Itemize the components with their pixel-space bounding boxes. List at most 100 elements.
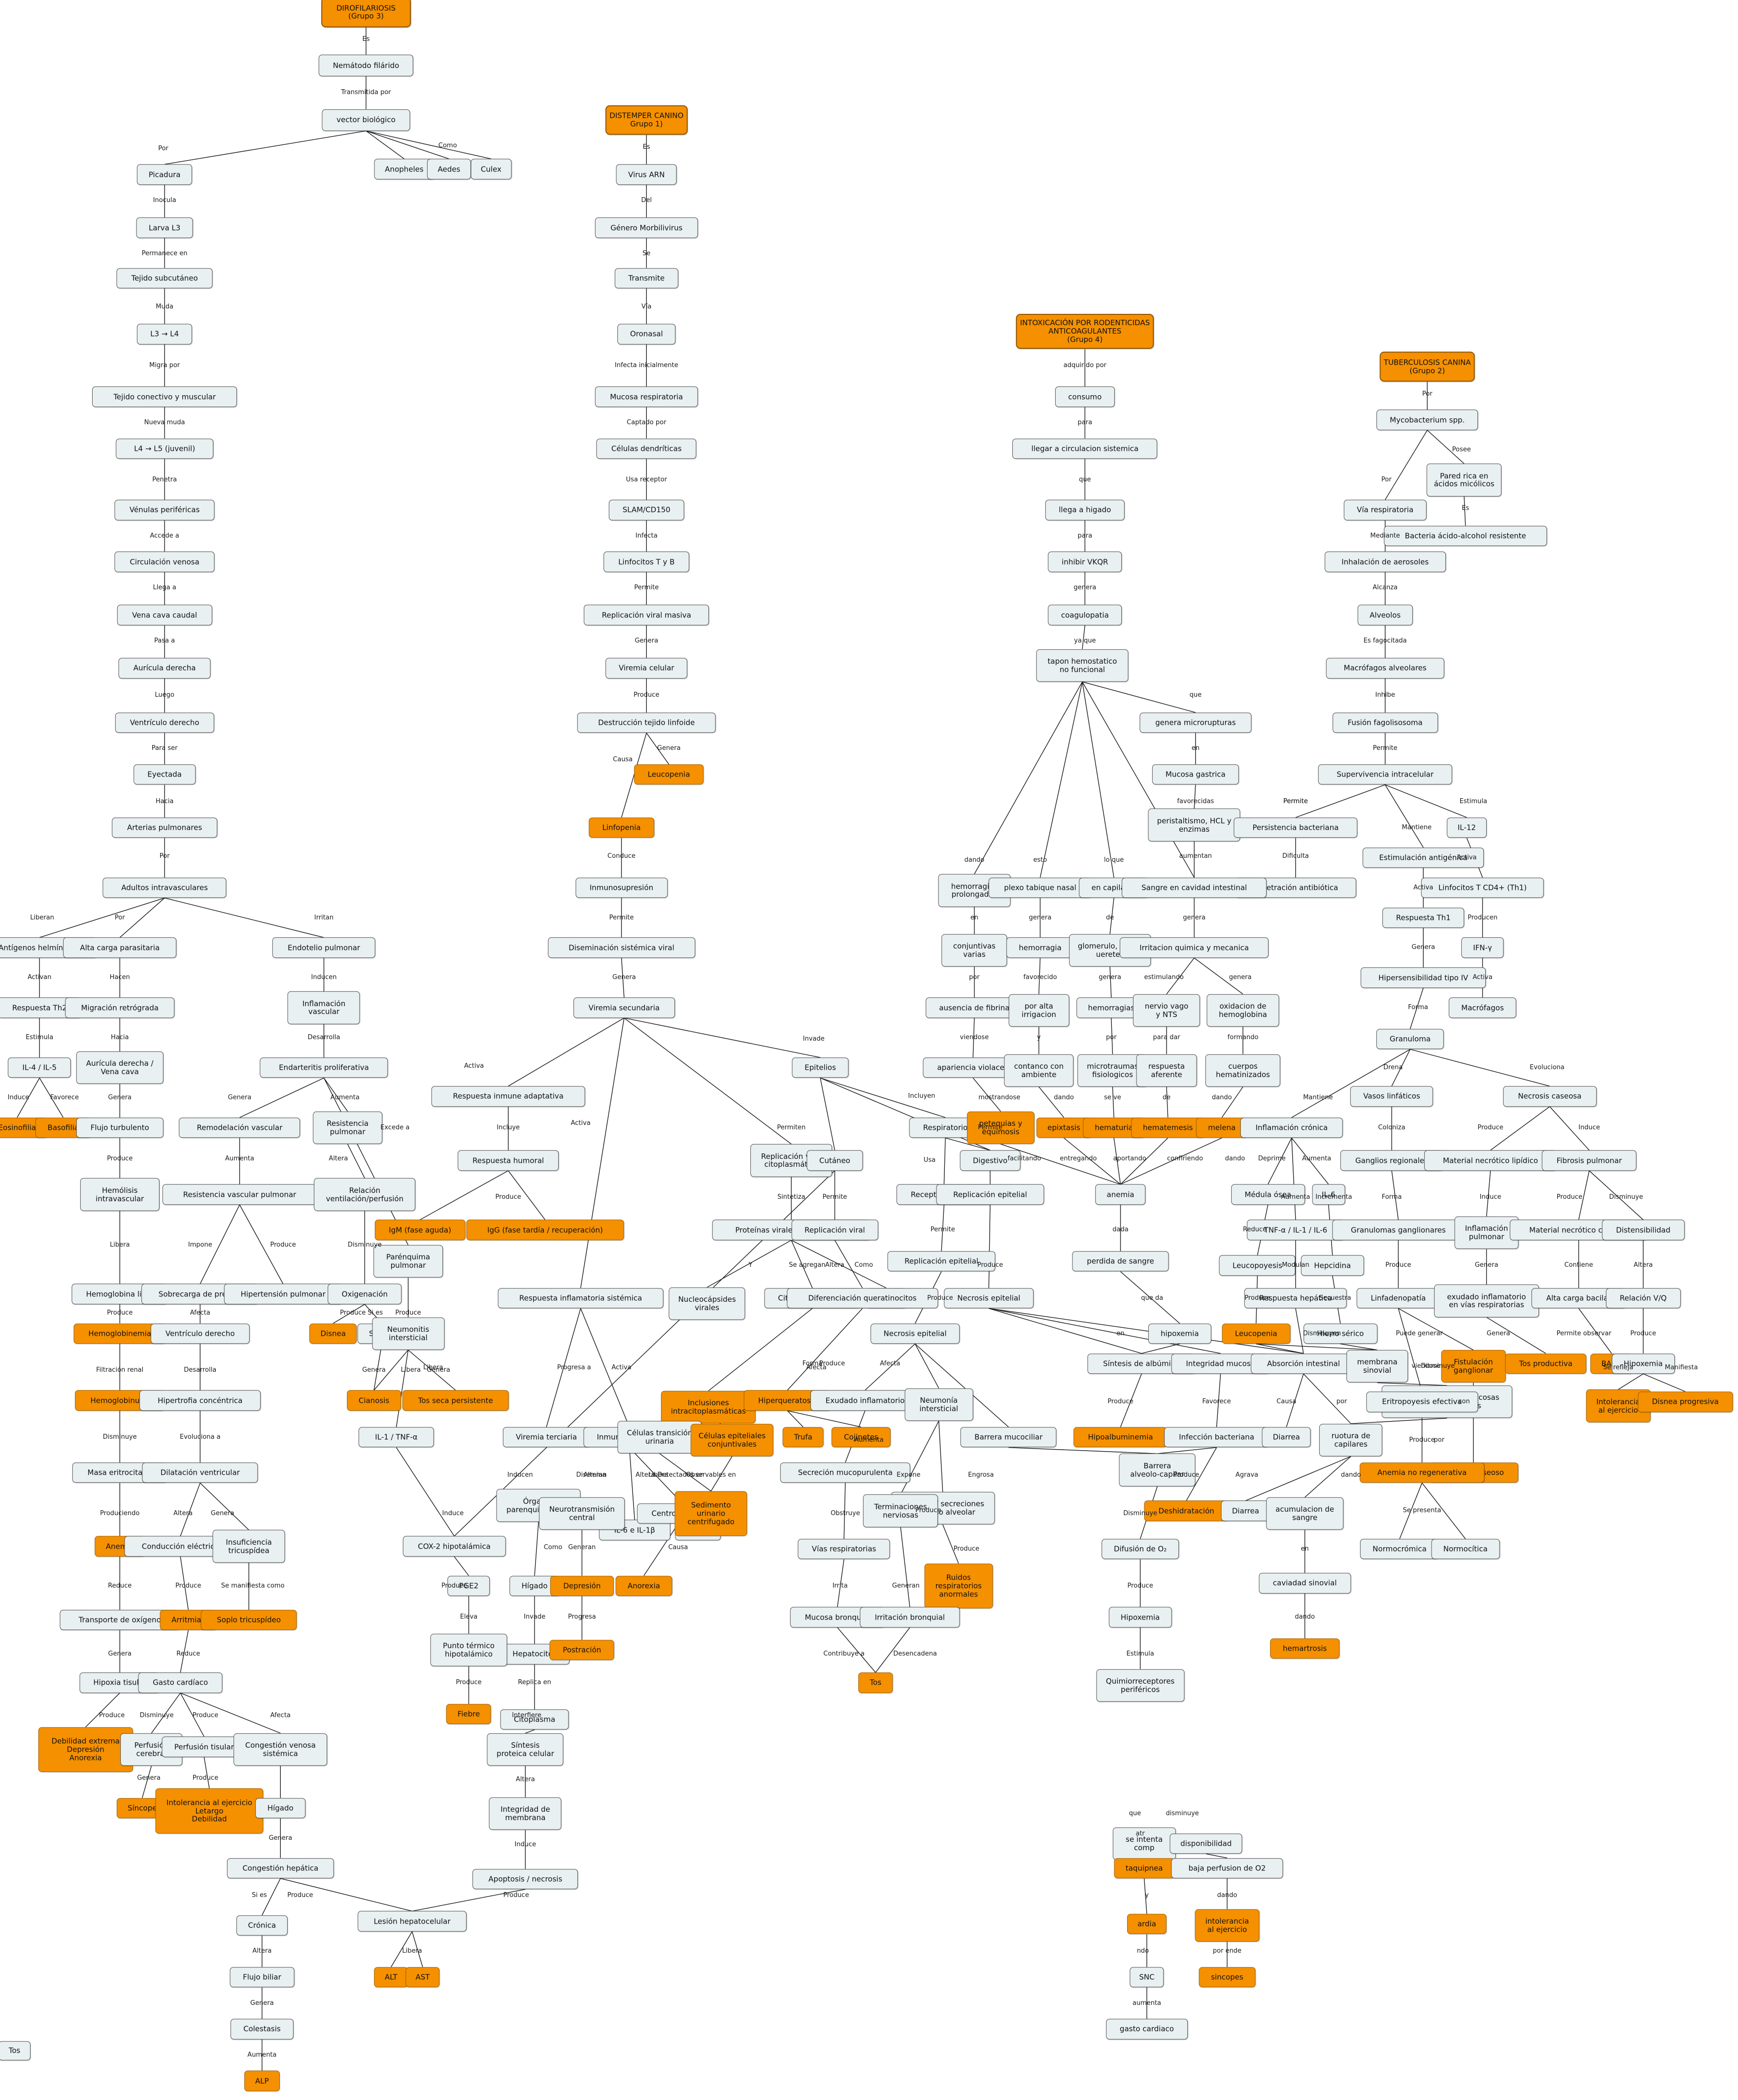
concept-node[interactable]: Diseminación sistémica viral: [547, 937, 696, 958]
concept-node[interactable]: Respuesta Th1: [1382, 907, 1465, 928]
concept-node[interactable]: Relación ventilación/perfusión: [314, 1178, 416, 1211]
concept-node[interactable]: Respuesta hepática: [1244, 1287, 1347, 1309]
concept-node[interactable]: Eritropoyesis efectiva: [1366, 1391, 1478, 1412]
highlight-node[interactable]: Anorexia: [615, 1575, 672, 1596]
concept-node[interactable]: Linfocitos T y B: [603, 551, 690, 572]
concept-node[interactable]: Células transición urinaria: [617, 1421, 702, 1454]
concept-node[interactable]: Secreción mucopurulenta: [780, 1462, 911, 1483]
concept-node[interactable]: Migración retrógrada: [65, 997, 175, 1018]
highlight-node[interactable]: sincopes: [1199, 1967, 1256, 1988]
concept-node[interactable]: Sangre en cavidad intestinal: [1122, 877, 1267, 898]
concept-node[interactable]: Respuesta inmune adaptativa: [431, 1086, 586, 1107]
concept-node[interactable]: Citoplasma: [500, 1709, 569, 1730]
highlight-node[interactable]: Depresión: [550, 1575, 614, 1596]
concept-node[interactable]: nervio vago y NTS: [1133, 994, 1201, 1027]
concept-node[interactable]: L4 → L5 (juvenil): [116, 438, 213, 459]
concept-node[interactable]: Irritación bronquial: [860, 1607, 960, 1628]
concept-node[interactable]: Inmunosupresión: [575, 877, 668, 898]
concept-node[interactable]: Género Morbilivirus: [595, 217, 698, 238]
concept-node[interactable]: Parénquima pulmonar: [373, 1245, 443, 1278]
highlight-node[interactable]: Fistulación ganglionar: [1441, 1350, 1506, 1383]
concept-node[interactable]: Replicación viral: [791, 1219, 878, 1241]
concept-node[interactable]: Tos: [0, 2041, 31, 2061]
concept-node[interactable]: Insuficiencia tricuspídea: [212, 1530, 285, 1563]
concept-node[interactable]: Mucosa gastrica: [1152, 764, 1239, 785]
concept-node[interactable]: Irritacion quimica y mecanica: [1120, 937, 1269, 958]
concept-node[interactable]: Diarrea: [1221, 1500, 1270, 1522]
concept-node[interactable]: Hipertrofia concéntrica: [139, 1390, 261, 1411]
concept-node[interactable]: Alveolos: [1357, 605, 1413, 625]
concept-node[interactable]: Linfadenopatía: [1357, 1287, 1440, 1309]
concept-node[interactable]: Síntesis proteica celular: [487, 1733, 564, 1766]
concept-node[interactable]: hemorragia: [1006, 937, 1074, 958]
concept-node[interactable]: Fusión fagolisosoma: [1332, 712, 1438, 733]
concept-node[interactable]: Inflamación pulmonar: [1454, 1216, 1519, 1250]
highlight-node[interactable]: intolerancia al ejercicio: [1195, 1909, 1260, 1942]
concept-node[interactable]: Neumonía intersticial: [904, 1388, 973, 1421]
concept-node[interactable]: Viremia celular: [605, 658, 688, 678]
highlight-node[interactable]: Tos seca persistente: [402, 1390, 509, 1411]
highlight-node[interactable]: Anemia no regenerativa: [1359, 1462, 1485, 1483]
concept-node[interactable]: Necrosis caseosa: [1503, 1086, 1597, 1107]
concept-node[interactable]: Células dendríticas: [596, 438, 697, 459]
highlight-node[interactable]: ALP: [244, 2070, 280, 2091]
root-node[interactable]: DIROFILARIOSIS (Grupo 3): [321, 0, 411, 28]
highlight-node[interactable]: Cojinetes: [831, 1427, 891, 1448]
concept-node[interactable]: vector biológico: [322, 109, 410, 131]
highlight-node[interactable]: Sedimento urinario centrifugado: [674, 1491, 747, 1536]
highlight-node[interactable]: IgM (fase aguda): [374, 1219, 466, 1241]
concept-node[interactable]: Macrófagos alveolares: [1326, 658, 1444, 678]
concept-node[interactable]: Aurícula derecha: [118, 658, 211, 678]
highlight-node[interactable]: Deshidratación: [1144, 1500, 1229, 1522]
concept-node[interactable]: Leucopoyesis: [1219, 1255, 1296, 1276]
concept-node[interactable]: glomerulo, vejiga ueretes: [1069, 934, 1151, 967]
concept-node[interactable]: Bacteria ácido-alcohol resistente: [1384, 525, 1547, 546]
concept-node[interactable]: IL-12: [1447, 817, 1487, 838]
highlight-node[interactable]: petequias y equimosis: [967, 1111, 1035, 1144]
concept-node[interactable]: Epitelios: [792, 1057, 849, 1078]
concept-node[interactable]: Eyectada: [134, 764, 196, 785]
concept-node[interactable]: Diferenciación queratinocitos: [786, 1287, 938, 1309]
concept-node[interactable]: Resistencia vascular pulmonar: [163, 1184, 317, 1205]
concept-node[interactable]: llega a higado: [1045, 500, 1125, 520]
concept-node[interactable]: Nemátodo filárido: [318, 54, 414, 76]
concept-node[interactable]: Transmite: [615, 268, 678, 289]
concept-node[interactable]: Apoptosis / necrosis: [472, 1868, 578, 1890]
concept-node[interactable]: Hipersensibilidad tipo IV: [1361, 967, 1486, 988]
concept-node[interactable]: Virus ARN: [616, 164, 677, 185]
concept-node[interactable]: conjuntivas varias: [941, 934, 1007, 967]
concept-node[interactable]: Inhalación de aerosoles: [1324, 551, 1446, 572]
concept-node[interactable]: Hipoxemia: [1611, 1353, 1675, 1374]
highlight-node[interactable]: AST: [405, 1967, 440, 1988]
concept-node[interactable]: genera microrupturas: [1139, 712, 1252, 733]
concept-node[interactable]: Vía respiratoria: [1343, 500, 1427, 520]
highlight-node[interactable]: taquipnea: [1114, 1858, 1175, 1879]
concept-node[interactable]: gasto cardiaco: [1106, 2019, 1188, 2039]
concept-node[interactable]: Distensibilidad: [1602, 1219, 1685, 1241]
concept-node[interactable]: Tejido conectivo y muscular: [92, 386, 237, 407]
concept-node[interactable]: inhibir VKQR: [1048, 551, 1122, 572]
concept-node[interactable]: Replicación viral masiva: [584, 605, 709, 625]
concept-node[interactable]: Difusión de O₂: [1101, 1539, 1179, 1559]
concept-node[interactable]: Perfusión tisular: [162, 1736, 246, 1757]
concept-node[interactable]: membrana sinovial: [1346, 1350, 1408, 1383]
concept-node[interactable]: L3 → L4: [136, 324, 193, 344]
concept-node[interactable]: Remodelación vascular: [179, 1117, 301, 1138]
concept-node[interactable]: cuerpos hematinizados: [1205, 1054, 1281, 1087]
concept-node[interactable]: Quimiorreceptores periféricos: [1096, 1669, 1185, 1702]
concept-node[interactable]: Culex: [470, 159, 512, 179]
highlight-node[interactable]: hemartrosis: [1270, 1638, 1340, 1659]
highlight-node[interactable]: Intolerancia al ejercicio Letargo Debili…: [155, 1788, 264, 1833]
highlight-node[interactable]: Debilidad extrema Depresión Anorexia: [38, 1727, 133, 1772]
concept-node[interactable]: Estimulación antigénica: [1363, 847, 1484, 868]
concept-node[interactable]: Aedes: [427, 159, 471, 179]
concept-node[interactable]: Granuloma: [1376, 1029, 1444, 1050]
concept-node[interactable]: se intenta comp: [1112, 1827, 1176, 1860]
concept-node[interactable]: Linfocitos T CD4+ (Th1): [1421, 877, 1544, 898]
concept-node[interactable]: Destrucción tejido linfoide: [577, 712, 716, 733]
highlight-node[interactable]: hematemesis: [1131, 1117, 1205, 1138]
concept-node[interactable]: coagulopatia: [1048, 605, 1122, 625]
concept-node[interactable]: Hipertensión pulmonar: [224, 1284, 342, 1305]
concept-node[interactable]: Endarteritis proliferativa: [260, 1057, 388, 1078]
concept-node[interactable]: Punto térmico hipotalámico: [430, 1633, 507, 1666]
